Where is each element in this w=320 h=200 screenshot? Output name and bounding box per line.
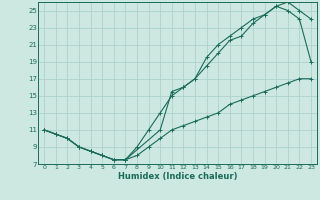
X-axis label: Humidex (Indice chaleur): Humidex (Indice chaleur) [118,172,237,181]
